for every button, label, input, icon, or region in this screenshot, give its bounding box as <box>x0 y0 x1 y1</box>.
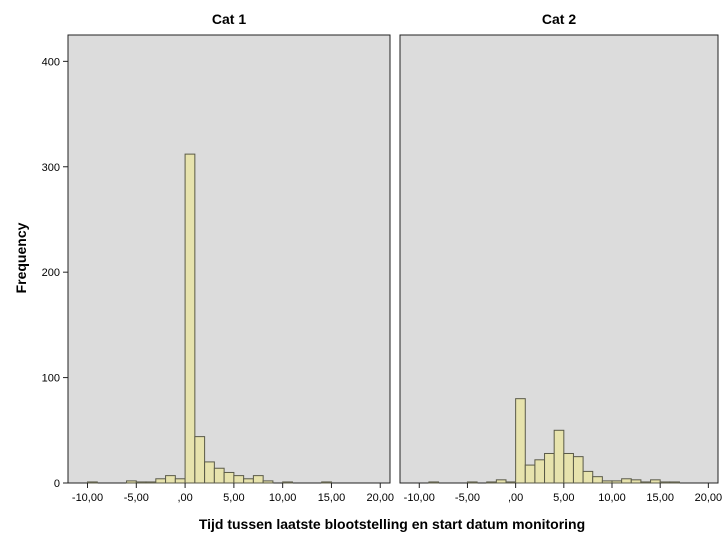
histogram-bar <box>650 479 661 484</box>
x-axis-title: Tijd tussen laatste blootstelling en sta… <box>199 516 585 532</box>
histogram-bar <box>243 478 254 484</box>
histogram-bar <box>544 452 555 484</box>
histogram-bar <box>572 456 584 484</box>
x-tick-label: -10,00 <box>404 492 435 504</box>
histogram-bar <box>174 478 186 484</box>
panel-title: Cat 2 <box>542 11 576 27</box>
histogram-bar <box>486 481 497 484</box>
y-tick-label: 300 <box>42 162 60 174</box>
x-tick-label: 5,00 <box>223 492 244 504</box>
histogram-bar <box>213 467 225 484</box>
x-tick-label: 10,00 <box>269 492 297 504</box>
histogram-bar <box>223 471 235 484</box>
histogram-bar <box>582 470 594 484</box>
histogram-bar <box>601 480 613 484</box>
histogram-bar <box>233 475 245 484</box>
histogram-bar <box>534 459 546 484</box>
plot-area <box>67 34 391 484</box>
histogram-bar <box>669 481 680 484</box>
x-tick-label: -10,00 <box>72 492 103 504</box>
histogram-bar <box>126 480 137 484</box>
histogram-bar <box>553 429 565 484</box>
x-tick-label: 5,00 <box>553 492 574 504</box>
panel-cat-1: Cat 1 -10,00 -5,00 ,00 5,00 10,00 15,00 20,00 0 1… <box>42 11 394 504</box>
histogram-bar <box>563 452 574 484</box>
y-tick-label: 0 <box>54 478 60 490</box>
histogram-bar <box>282 481 293 484</box>
y-tick-label: 200 <box>42 267 60 279</box>
x-tick-label: 15,00 <box>646 492 674 504</box>
histogram-bar <box>524 464 536 484</box>
x-tick-label: 20,00 <box>366 492 394 504</box>
histogram-bar <box>204 461 215 484</box>
histogram-bar <box>184 153 196 484</box>
histogram-bar <box>428 481 440 484</box>
y-tick-label: 100 <box>42 373 60 385</box>
histogram-bar <box>630 479 642 484</box>
histogram-bar <box>515 398 526 484</box>
histogram-bar <box>135 481 147 484</box>
x-tick-label: ,00 <box>177 492 192 504</box>
histogram-bar <box>640 481 652 484</box>
x-tick-label: 10,00 <box>598 492 626 504</box>
plot-area <box>399 34 719 484</box>
histogram-bar <box>466 481 478 484</box>
histogram-bar <box>145 481 157 484</box>
panel-cat-2: Cat 2 -10,00 -5,00 ,00 5,00 10,00 15,00 20,00 <box>399 11 723 504</box>
histogram-bar <box>87 481 98 484</box>
histogram-bar <box>659 481 671 484</box>
y-axis-title: Frequency <box>13 222 29 293</box>
histogram-bar <box>321 481 332 484</box>
histogram-bar <box>194 436 206 484</box>
histogram-bar <box>505 481 517 484</box>
x-tick-label: -5,00 <box>455 492 480 504</box>
histogram-bar <box>262 480 274 484</box>
x-tick-label: 15,00 <box>318 492 346 504</box>
histogram-bar <box>621 478 632 484</box>
histogram-bar <box>611 480 623 484</box>
x-tick-label: -5,00 <box>124 492 149 504</box>
x-tick-label: 20,00 <box>695 492 723 504</box>
x-tick-label: ,00 <box>508 492 523 504</box>
histogram-bar <box>155 478 167 484</box>
y-tick-label: 400 <box>42 56 60 68</box>
histogram-bar <box>165 475 176 484</box>
panel-title: Cat 1 <box>212 11 246 27</box>
histogram-bar <box>592 476 603 484</box>
histogram-bar <box>252 475 264 484</box>
histogram-bar <box>495 479 507 484</box>
